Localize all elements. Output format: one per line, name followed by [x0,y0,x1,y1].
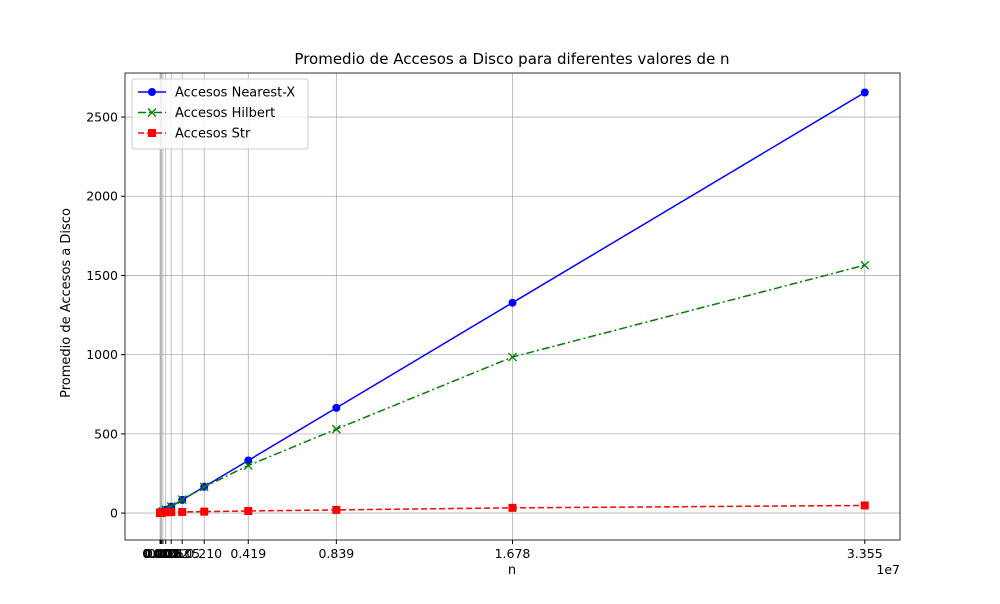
marker [332,403,341,412]
marker [860,88,869,97]
x-tick-label: 0.052 [153,546,189,561]
marker [200,507,209,516]
x-tick-label: 0.026 [148,546,184,561]
marker [508,503,517,512]
x-tick-label: 0.000 [142,546,178,561]
y-tick-label: 500 [94,426,118,441]
y-tick-label: 1000 [86,347,118,362]
x-tick-label: 1.678 [495,546,531,561]
marker [860,260,870,270]
legend: Accesos Nearest-X Accesos Hilbert Accesos … [131,78,309,150]
marker [148,129,156,137]
legend-label: Accesos Hilbert [175,106,275,121]
y-axis-label: Promedio de Accesos a Disco [59,208,74,398]
x-offset-label: 1e7 [876,562,900,577]
marker [860,501,869,510]
x-tick-label: 0.002 [143,546,179,561]
marker [508,352,517,362]
legend-label: Accesos Str [175,127,251,142]
marker [508,298,517,307]
x-tick-label: 0.210 [186,546,222,561]
x-tick-label: 0.013 [145,546,181,561]
x-tick-label: 3.355 [847,546,883,561]
marker [331,424,341,434]
marker [244,507,253,516]
marker [178,507,187,516]
y-tick-label: 1500 [86,268,118,283]
y-tick-label: 2000 [86,189,118,204]
marker [199,482,209,492]
marker [243,461,253,471]
marker [161,508,170,517]
marker [244,456,253,465]
x-tick-label: 0.839 [318,546,354,561]
y-tick-label: 0 [110,506,118,521]
legend-box [131,78,309,150]
x-tick-label: 0.003 [143,546,179,561]
x-tick-label: 0.105 [164,546,200,561]
legend-label: Accesos Nearest-X [175,86,295,101]
plot [155,88,870,518]
marker [148,88,156,96]
x-tick-label: 0.000 [142,546,178,561]
marker [177,495,187,505]
x-tick-label: 0.000 [142,546,178,561]
x-tick-label: 0.001 [142,546,178,561]
x-tick-label: 0.419 [230,546,266,561]
x-axis-label: n [508,563,516,578]
marker [147,108,157,117]
marker [332,505,341,514]
chart-title: Promedio de Accesos a Disco para diferen… [294,50,729,68]
y-tick-label: 2500 [86,110,118,125]
x-tick-label: 0.007 [144,546,180,561]
marker [167,508,176,517]
